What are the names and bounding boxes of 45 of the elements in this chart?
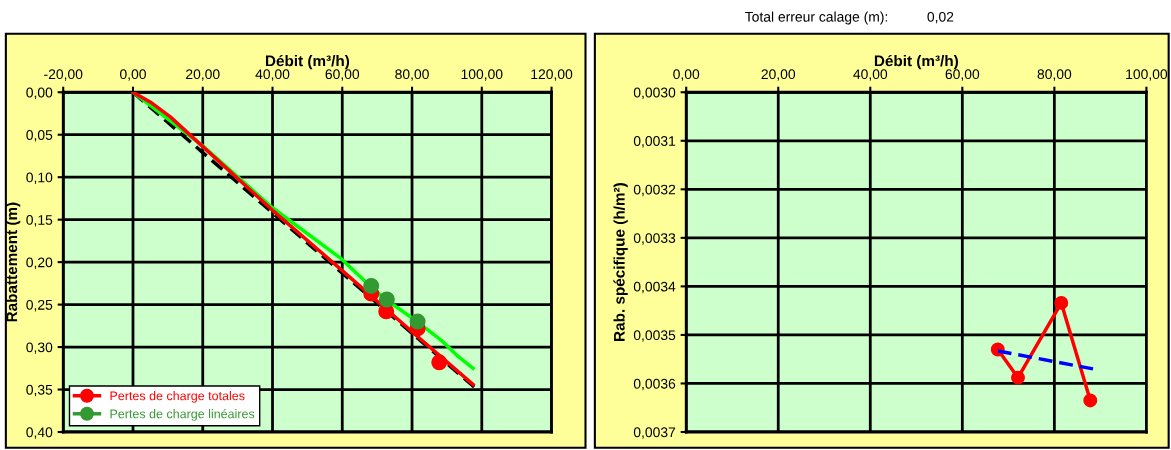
x-tick-label: 120,00 [531, 69, 573, 81]
y-axis-title: Rabattement (m) [5, 202, 21, 322]
x-tick-label: 80,00 [1037, 69, 1072, 81]
x-tick-label: -20,00 [44, 69, 83, 81]
x-tick-label: 0,00 [120, 69, 146, 81]
point [1011, 370, 1025, 385]
y-tick-label: 0,0032 [633, 184, 676, 197]
y-tick-label: 0,40 [26, 427, 53, 439]
x-tick-label: 20,00 [186, 69, 220, 81]
y-tick-label: 0,25 [26, 299, 53, 312]
point [363, 277, 380, 294]
x-tick-label: 60,00 [945, 69, 980, 81]
x-tick-label: 40,00 [853, 69, 888, 81]
x-tick-label: 100,00 [1126, 69, 1168, 81]
y-tick-label: 0,0031 [633, 136, 676, 148]
y-tick-label: 0,05 [26, 130, 53, 142]
legend-label: Pertes de charge totales [110, 391, 245, 403]
y-tick-label: 0,15 [26, 214, 53, 227]
y-tick-label: 0,35 [26, 384, 53, 397]
x-tick-label: 0,00 [673, 69, 700, 81]
y-tick-label: 0,30 [26, 342, 53, 354]
y-tick-label: 0,20 [26, 257, 53, 269]
y-tick-label: 0,10 [26, 172, 53, 184]
y-tick-label: 0,0034 [633, 281, 676, 294]
text: Total erreur calage (m): 0,02 [745, 11, 954, 25]
point [1054, 295, 1069, 310]
y-tick-label: 0,0037 [633, 427, 676, 439]
point [409, 313, 426, 330]
y-tick-label: 0,0033 [633, 233, 676, 245]
y-axis-title: Rab. spécifique (h/m²) [613, 183, 628, 341]
point [1083, 393, 1098, 408]
x-tick-label: 40,00 [255, 69, 290, 81]
x-axis-title: Débit (m³/h) [874, 54, 958, 70]
x-axis-title: Débit (m³/h) [265, 54, 350, 70]
point [431, 354, 448, 371]
y-tick-label: 0,00 [26, 87, 53, 100]
x-tick-label: 20,00 [761, 69, 796, 81]
point [378, 291, 395, 308]
y-tick-label: 0,0036 [633, 378, 676, 391]
x-tick-label: 100,00 [461, 69, 503, 81]
x-tick-label: 80,00 [395, 69, 429, 81]
y-tick-label: 0,0035 [633, 330, 676, 342]
legend-label: Pertes de charge linéaires [110, 408, 255, 421]
x-tick-label: 60,00 [325, 69, 360, 81]
y-tick-label: 0,0030 [633, 87, 676, 100]
